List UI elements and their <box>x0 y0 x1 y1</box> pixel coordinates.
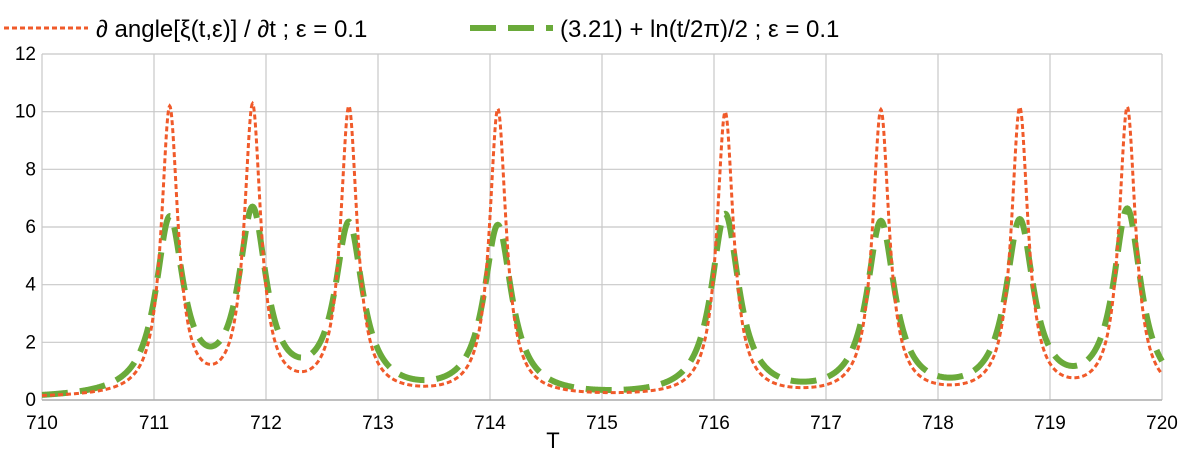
series-line-0 <box>41 100 1164 398</box>
y-tick-label-4: 8 <box>25 159 36 180</box>
y-tick-label-1: 2 <box>25 332 36 353</box>
x-tick-label-6: 716 <box>698 413 730 434</box>
x-tick-label-1: 711 <box>139 413 169 434</box>
y-tick-label-3: 6 <box>25 217 36 238</box>
series-layer <box>41 100 1165 398</box>
x-tick-label-3: 713 <box>362 413 394 434</box>
y-axis-tick-labels: 0 2 4 6 8 10 12 <box>15 44 37 411</box>
legend: ∂ angle[ξ(t,ε)] / ∂t ; ε = 0.1 (3.21) + … <box>4 16 839 43</box>
x-axis-title: T <box>546 428 559 453</box>
x-tick-label-0: 710 <box>26 413 58 434</box>
x-tick-label-10: 720 <box>1146 413 1178 434</box>
legend-label-series-1: (3.21) + ln(t/2π)/2 ; ε = 0.1 <box>560 16 839 43</box>
legend-label-series-0: ∂ angle[ξ(t,ε)] / ∂t ; ε = 0.1 <box>96 16 367 43</box>
x-tick-label-8: 718 <box>922 413 954 434</box>
x-tick-label-2: 712 <box>250 413 282 434</box>
y-tick-label-0: 0 <box>25 390 36 411</box>
y-tick-label-2: 4 <box>25 275 36 296</box>
series-line-1 <box>41 203 1165 398</box>
y-tick-label-6: 12 <box>15 44 36 65</box>
x-tick-label-5: 715 <box>586 413 618 434</box>
x-tick-label-7: 717 <box>810 413 842 434</box>
x-tick-label-4: 714 <box>474 413 506 434</box>
x-axis-tick-labels: 710 711 712 713 714 715 716 717 718 719 720 <box>26 413 1178 434</box>
x-tick-label-9: 719 <box>1034 413 1066 434</box>
y-tick-label-5: 10 <box>15 102 36 123</box>
